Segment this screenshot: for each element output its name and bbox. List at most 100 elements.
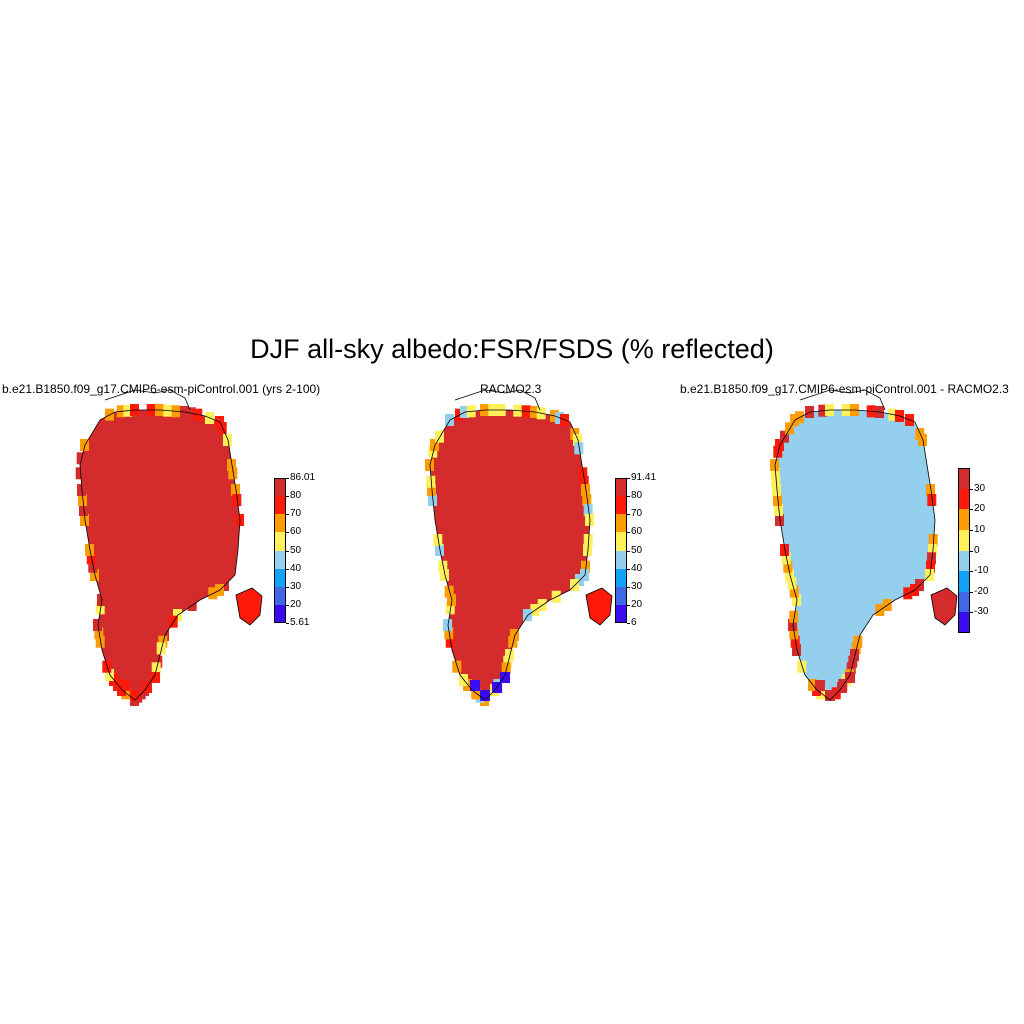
colorbar-label: 70 <box>290 508 302 520</box>
edge-cell <box>846 662 856 675</box>
edge-cell <box>435 430 444 443</box>
edge-cell <box>775 439 784 451</box>
edge-cell <box>783 560 793 573</box>
colorbar-tick <box>286 586 289 588</box>
colorbar-label: 91.41 <box>631 472 657 483</box>
edge-cell <box>792 594 801 606</box>
colorbar-tick <box>970 550 973 552</box>
colorbar-tick <box>286 604 289 606</box>
colorbar-tick <box>970 529 973 531</box>
edge-cell <box>503 655 513 668</box>
colorbar-label: 40 <box>631 562 643 574</box>
colorbar-label: 5.61 <box>290 617 310 628</box>
colorbar-label: 50 <box>290 544 302 556</box>
colorbar-swatch <box>615 478 627 497</box>
edge-cell <box>105 669 114 681</box>
panel-title: b.e21.B1850.f09_g17.CMIP6-esm-piControl.… <box>2 382 321 396</box>
edge-cell <box>435 544 444 556</box>
edge-cell <box>95 602 105 615</box>
edge-cell <box>582 494 592 506</box>
edge-cell <box>851 642 861 655</box>
colorbar-tick <box>970 509 973 511</box>
colorbar-swatch <box>958 571 970 592</box>
colorbar-swatch <box>615 604 627 623</box>
greenland-map-diff <box>770 389 958 701</box>
edge-cell <box>578 467 588 480</box>
south-tip-cell <box>150 672 160 683</box>
south-tip-cell <box>480 690 490 701</box>
colorbar-swatch <box>274 496 286 515</box>
colorbar-tick <box>627 623 630 624</box>
edge-cell <box>781 552 791 565</box>
edge-cell <box>428 445 438 458</box>
edge-cell <box>918 434 927 446</box>
edge-cell <box>444 585 454 598</box>
colorbar-swatch <box>958 529 970 551</box>
edge-cell <box>771 475 781 488</box>
edge-cell <box>770 467 780 480</box>
colorbar-swatch <box>274 568 286 587</box>
south-tip-cell <box>470 680 480 691</box>
colorbar-label: 30 <box>290 580 302 592</box>
colorbar-label: 20 <box>631 598 643 610</box>
edge-cell <box>447 594 456 606</box>
edge-cell <box>228 467 238 480</box>
colorbar-swatch <box>958 468 970 489</box>
colorbar-swatch <box>958 550 970 572</box>
edge-cell <box>438 560 448 573</box>
coastline <box>79 409 241 701</box>
ice-sheet-field <box>775 410 935 700</box>
colorbar-swatch <box>615 496 627 515</box>
south-tip-cell <box>130 690 140 701</box>
edge-cell <box>926 560 935 573</box>
coastline <box>429 409 591 701</box>
edge-cell <box>508 635 518 648</box>
ice-sheet-field <box>430 410 590 700</box>
colorbar-swatch <box>274 532 286 551</box>
colorbar-label: 30 <box>631 580 643 592</box>
edge-cell <box>583 544 592 556</box>
colorbar-swatch <box>615 514 627 533</box>
edge-cell <box>433 534 443 546</box>
colorbar-label: 0 <box>974 544 980 556</box>
edge-cell <box>583 534 593 546</box>
edge-cell <box>581 484 590 496</box>
edge-cell <box>780 544 789 556</box>
colorbar-tick <box>627 550 630 552</box>
edge-cell <box>775 514 784 526</box>
edge-cell <box>797 660 807 673</box>
greenland-map-obs <box>425 389 613 706</box>
edge-cell <box>235 514 244 526</box>
colorbar-swatch <box>274 478 286 497</box>
edge-cell <box>850 649 859 661</box>
edge-cell <box>232 494 242 506</box>
edge-cell <box>452 660 462 673</box>
edge-cell <box>160 629 169 641</box>
colorbar-model: 86.01 80 70 60 50 40 30 20 5.61 <box>274 473 334 628</box>
colorbar-label: -10 <box>974 565 989 577</box>
edge-cell <box>102 660 112 673</box>
colorbar-label: 20 <box>974 503 986 515</box>
colorbar-tick <box>970 488 973 490</box>
colorbar-label: 60 <box>290 526 302 538</box>
edge-cell <box>75 467 85 480</box>
colorbar-label: -20 <box>974 585 989 597</box>
colorbar-label: 70 <box>631 508 643 520</box>
edge-cell <box>95 635 105 648</box>
colorbar-swatch <box>615 532 627 551</box>
colorbar-tick <box>286 532 289 534</box>
south-tip-cell <box>120 680 130 691</box>
colorbar-tick <box>627 586 630 588</box>
edge-cell <box>581 560 590 573</box>
colorbar-label: 30 <box>974 482 986 494</box>
edge-cell <box>93 619 102 631</box>
edge-cell <box>927 552 936 565</box>
edge-cell <box>86 552 96 565</box>
edge-cell <box>443 619 452 631</box>
edge-cell <box>585 514 594 526</box>
colorbar-tick <box>286 623 289 624</box>
colorbar-tick <box>286 568 289 570</box>
colorbar-swatch <box>274 604 286 623</box>
colorbar-tick <box>286 550 289 552</box>
ice-sheet-field <box>80 410 240 700</box>
